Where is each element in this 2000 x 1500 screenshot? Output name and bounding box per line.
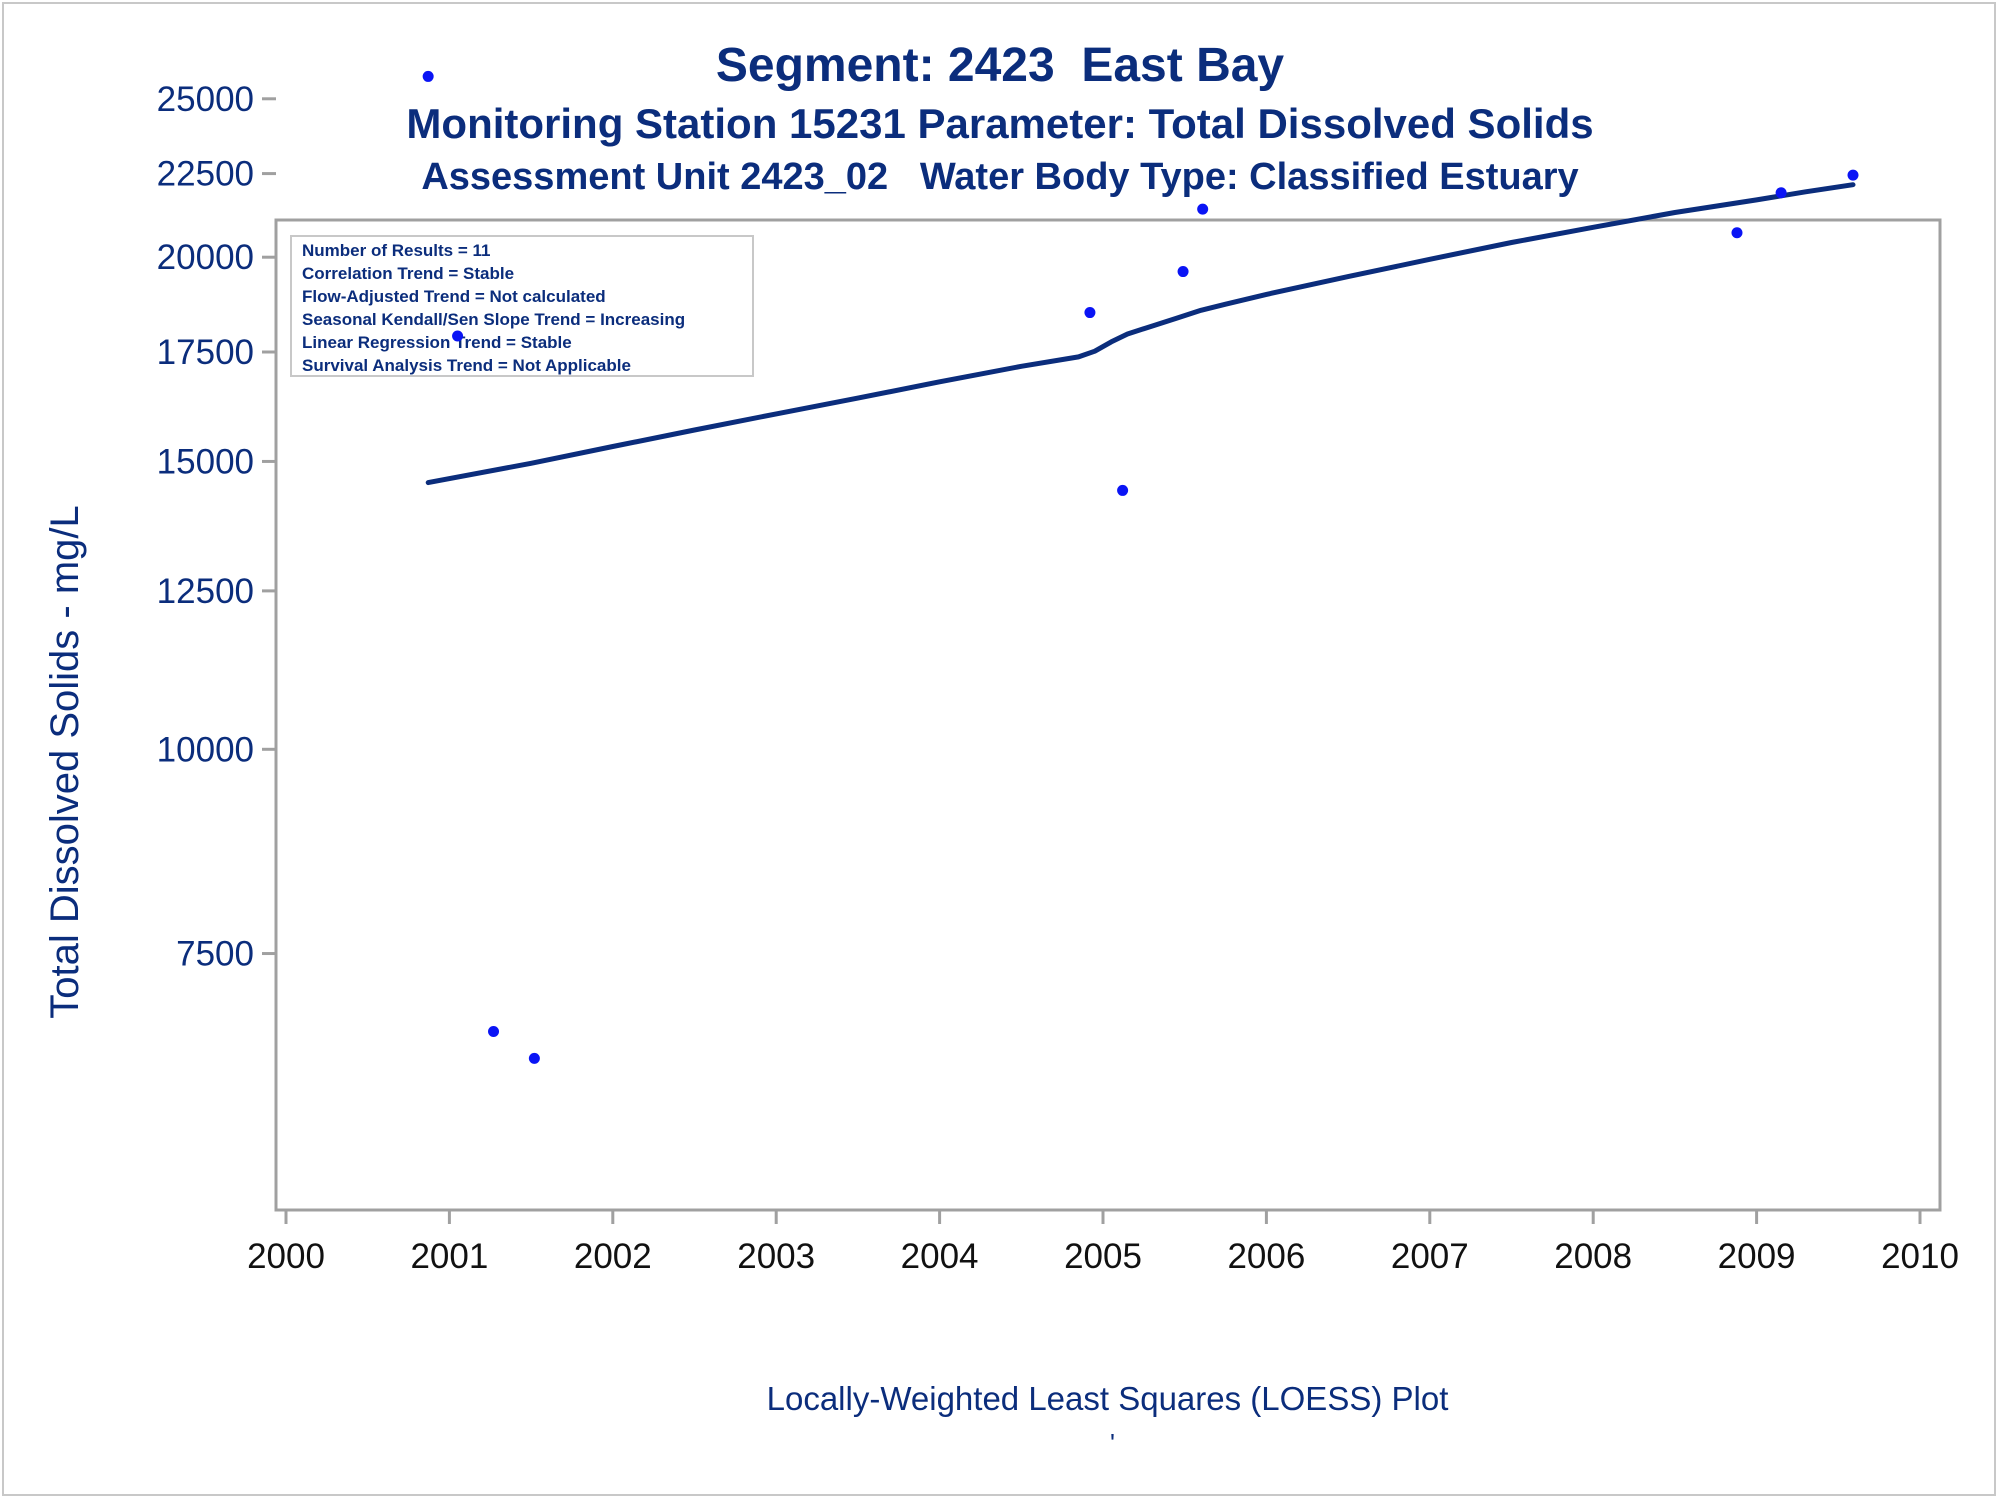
chart-subtitle-station: Monitoring Station 15231 Parameter: Tota… — [406, 100, 1594, 147]
stats-line-seasonal-kendall: Seasonal Kendall/Sen Slope Trend = Incre… — [302, 310, 685, 329]
x-tick-label: 2000 — [247, 1237, 325, 1276]
x-tick-label: 2004 — [901, 1237, 979, 1276]
data-point — [452, 330, 464, 342]
footnote-mark: ' — [1110, 1428, 1115, 1458]
chart-subtitle-assessment: Assessment Unit 2423_02 Water Body Type:… — [421, 156, 1579, 198]
y-tick-label: 25000 — [157, 80, 254, 119]
data-point — [1117, 484, 1129, 496]
x-tick-label: 2002 — [574, 1237, 652, 1276]
x-tick-label: 2008 — [1554, 1237, 1632, 1276]
x-tick-label: 2010 — [1881, 1237, 1959, 1276]
stats-line-linear-regression: Linear Regression Trend = Stable — [302, 333, 572, 352]
y-tick-label: 17500 — [157, 333, 254, 372]
y-tick-label: 7500 — [176, 935, 254, 974]
chart-title: Segment: 2423 East Bay — [715, 39, 1285, 92]
data-point — [1775, 187, 1787, 199]
data-point — [488, 1025, 500, 1037]
y-tick-label: 22500 — [157, 155, 254, 194]
x-tick-label: 2006 — [1227, 1237, 1305, 1276]
stats-line-correlation: Correlation Trend = Stable — [302, 264, 514, 283]
data-point — [1197, 203, 1209, 215]
data-point — [1177, 266, 1189, 278]
y-tick-label: 20000 — [157, 238, 254, 277]
x-tick-label: 2007 — [1391, 1237, 1469, 1276]
y-tick-label: 10000 — [157, 730, 254, 769]
stats-line-flow-adjusted: Flow-Adjusted Trend = Not calculated — [302, 287, 606, 306]
x-tick-label: 2009 — [1718, 1237, 1796, 1276]
data-point — [1731, 227, 1743, 239]
stats-box-frame — [290, 235, 754, 377]
y-tick-label: 15000 — [157, 442, 254, 481]
stats-line-survival-analysis: Survival Analysis Trend = Not Applicable — [302, 356, 631, 375]
x-tick-label: 2001 — [410, 1237, 488, 1276]
stats-box: Number of Results = 11 Correlation Trend… — [290, 235, 754, 377]
data-point — [1084, 307, 1096, 319]
data-point — [1847, 169, 1859, 181]
y-axis-label: Total Dissolved Solids - mg/L — [43, 505, 87, 1019]
data-point — [528, 1052, 540, 1064]
stats-line-results: Number of Results = 11 — [302, 241, 490, 260]
data-point — [422, 70, 434, 82]
plot-area-frame — [274, 218, 1942, 1212]
y-tick-label: 12500 — [157, 572, 254, 611]
x-tick-label: 2005 — [1064, 1237, 1142, 1276]
loess-trend-line — [425, 182, 1856, 486]
x-tick-label: 2003 — [737, 1237, 815, 1276]
plot-method-caption: Locally-Weighted Least Squares (LOESS) P… — [766, 1380, 1449, 1417]
